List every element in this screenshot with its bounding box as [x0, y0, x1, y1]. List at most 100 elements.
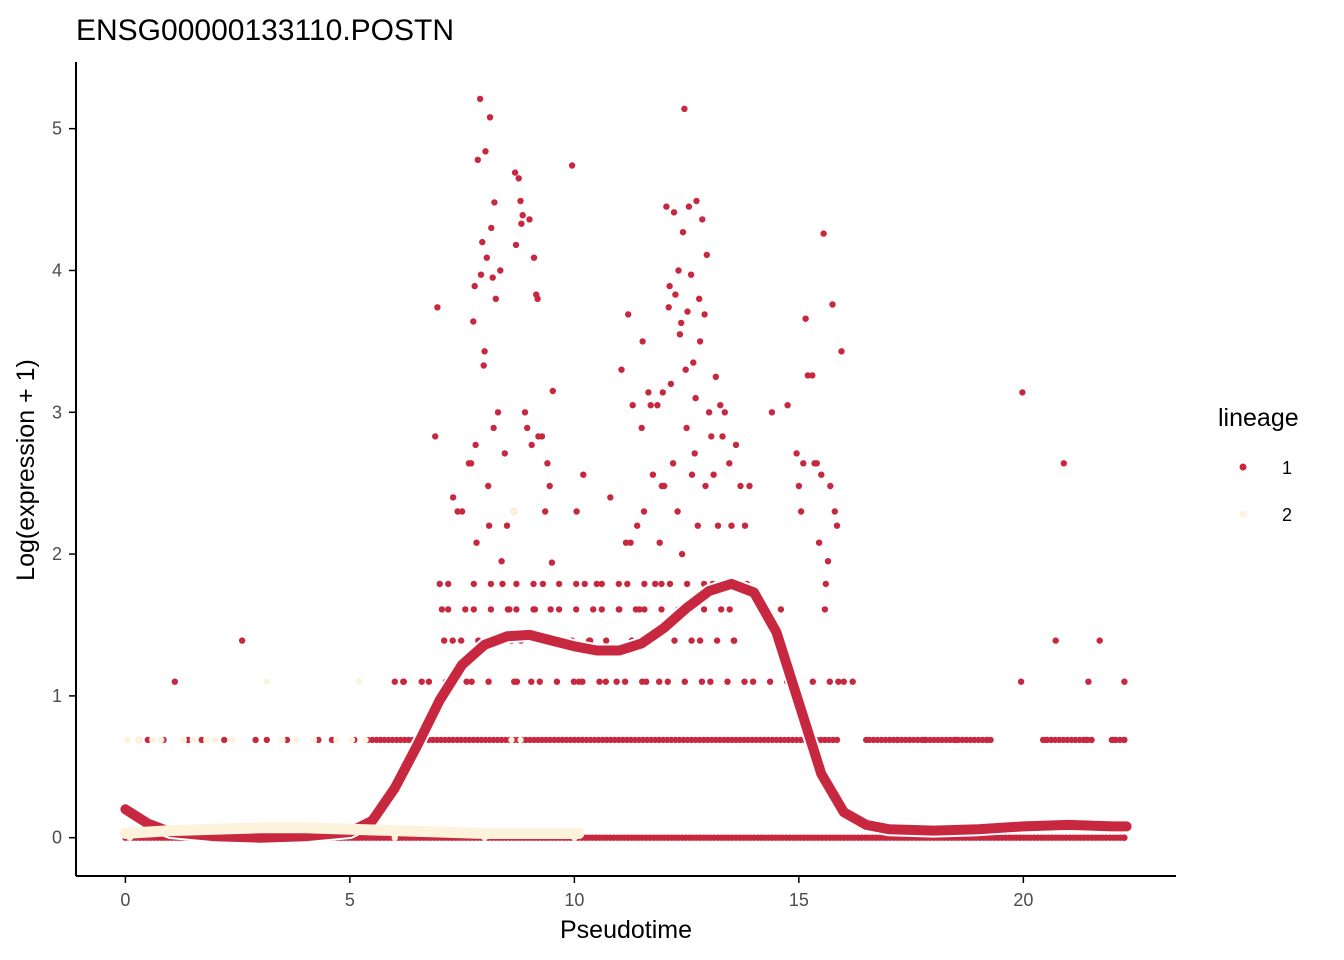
- scatter-point-lineage-1: [252, 736, 259, 744]
- scatter-point-lineage-2: [203, 736, 210, 744]
- scatter-point-lineage-1: [688, 637, 695, 644]
- scatter-point-lineage-1: [263, 736, 270, 744]
- scatter-point-lineage-1: [622, 539, 630, 546]
- scatter-point-lineage-1: [418, 678, 425, 685]
- scatter-point-lineage-1: [632, 606, 640, 613]
- scatter-point-lineage-1: [863, 736, 870, 744]
- smooth-curve-lineage-2: [119, 822, 585, 839]
- scatter-point-lineage-1: [641, 606, 648, 613]
- scatter-point-lineage-1: [497, 267, 504, 274]
- scatter-point-lineage-1: [621, 678, 629, 685]
- chart-title: ENSG00000133110.POSTN: [76, 14, 454, 47]
- scatter-point-lineage-1: [818, 471, 825, 478]
- scatter-point-lineage-1: [521, 409, 529, 416]
- scatter-point-lineage-1: [672, 291, 679, 298]
- y-tick-label: 1: [52, 686, 62, 706]
- x-tick-label: 5: [345, 890, 355, 910]
- y-tick-label: 4: [52, 260, 62, 280]
- scatter-point-lineage-1: [699, 216, 706, 223]
- scatter-point-lineage-1: [795, 482, 803, 490]
- scatter-point-lineage-1: [717, 402, 724, 409]
- scatter-point-lineage-1: [683, 424, 690, 432]
- scatter-point-lineage-2: [517, 736, 524, 744]
- scatter-point-lineage-1: [198, 736, 205, 744]
- scatter-point-lineage-1: [518, 220, 525, 227]
- scatter-point-lineage-2: [510, 508, 517, 515]
- scatter-point-lineage-1: [598, 580, 605, 588]
- y-axis-ticks: 0 1 2 3 4 5: [52, 119, 76, 848]
- scatter-point-lineage-1: [474, 156, 481, 164]
- scatter-point-lineage-1: [615, 606, 622, 613]
- scatter-point-lineage-1: [477, 271, 485, 278]
- legend-key-lineage-2: [1239, 510, 1247, 518]
- scatter-point-lineage-2: [263, 678, 270, 685]
- scatter-point-lineage-1: [482, 148, 489, 155]
- scatter-point-lineage-1: [700, 606, 708, 613]
- scatter-point-lineage-2: [279, 736, 286, 744]
- scatter-point-lineage-1: [714, 522, 722, 529]
- scatter-point-lineage-1: [658, 580, 665, 588]
- scatter-point-lineage-1: [462, 606, 469, 613]
- scatter-point-lineage-1: [530, 606, 537, 613]
- scatter-point-lineage-1: [634, 522, 641, 529]
- scatter-point-lineage-1: [467, 460, 475, 467]
- scatter-point-lineage-1: [741, 522, 749, 529]
- scatter-point-lineage-1: [656, 539, 663, 546]
- scatter-point-lineage-1: [671, 637, 678, 644]
- scatter-point-lineage-1: [555, 580, 563, 588]
- scatter-point-lineage-1: [485, 678, 492, 685]
- x-axis-title: Pseudotime: [560, 916, 692, 944]
- scatter-point-lineage-1-band: [1088, 736, 1095, 744]
- scatter-point-lineage-1: [553, 678, 561, 685]
- scatter-point-lineage-1: [487, 606, 495, 613]
- scatter-point-lineage-1: [658, 606, 665, 613]
- scatter-point-lineage-1: [713, 637, 721, 644]
- scatter-point-lineage-1: [833, 522, 841, 529]
- scatter-point-lineage-1: [512, 241, 520, 249]
- scatter-point-lineage-1: [666, 282, 673, 290]
- scatter-point-lineage-1: [1042, 736, 1050, 744]
- scatter-point-lineage-1: [221, 736, 228, 744]
- scatter-point-lineage-1: [827, 482, 834, 490]
- scatter-point-lineage-1: [615, 580, 622, 588]
- scatter-point-lineage-1: [813, 460, 820, 467]
- scatter-point-lineage-1: [1019, 389, 1026, 396]
- scatter-point-lineage-1: [603, 637, 610, 644]
- scatter-point-lineage-1: [590, 606, 597, 613]
- scatter-point-lineage-1: [676, 331, 684, 338]
- scatter-point-lineage-1: [479, 238, 486, 246]
- scatter-point-lineage-2: [333, 736, 340, 744]
- scatter-point-lineage-1: [487, 580, 495, 588]
- scatter-point-lineage-1: [665, 304, 672, 311]
- scatter-point-lineage-1: [549, 387, 556, 395]
- scatter-point-lineage-1: [667, 380, 675, 388]
- scatter-point-lineage-1: [705, 409, 713, 416]
- scatter-point-lineage-1: [629, 402, 636, 409]
- scatter-point-lineage-1: [701, 311, 708, 318]
- scatter-point-lineage-1: [894, 736, 901, 744]
- scatter-point-lineage-1: [640, 508, 648, 515]
- scatter-point-lineage-1: [471, 282, 478, 290]
- scatter-point-lineage-1: [831, 508, 838, 515]
- scatter-point-lineage-1: [661, 482, 668, 490]
- scatter-point-lineage-1: [568, 162, 576, 169]
- scatter-point-lineage-1: [613, 678, 620, 685]
- scatter-point-lineage-1: [707, 678, 714, 685]
- legend-key-lineage-1: [1239, 463, 1247, 471]
- scatter-point-lineage-1: [664, 678, 671, 685]
- scatter-point-lineage-1: [952, 736, 960, 744]
- scatter-point-lineage-1: [526, 216, 533, 223]
- scatter-point-lineage-1: [473, 539, 480, 546]
- scatter-point-lineage-1: [692, 394, 699, 402]
- scatter-point-lineage-1: [548, 559, 556, 566]
- scatter-point-lineage-1: [579, 678, 586, 685]
- scatter-point-lineage-1: [534, 295, 541, 302]
- scatter-point-lineage-1: [555, 606, 563, 613]
- y-tick-label: 2: [52, 544, 62, 564]
- scatter-point-lineage-1: [1083, 736, 1090, 744]
- scatter-point-lineage-1: [663, 203, 670, 210]
- scatter-point-lineage-1: [618, 366, 625, 373]
- scatter-point-lineage-2: [348, 736, 356, 744]
- scatter-point-lineage-2: [508, 736, 515, 744]
